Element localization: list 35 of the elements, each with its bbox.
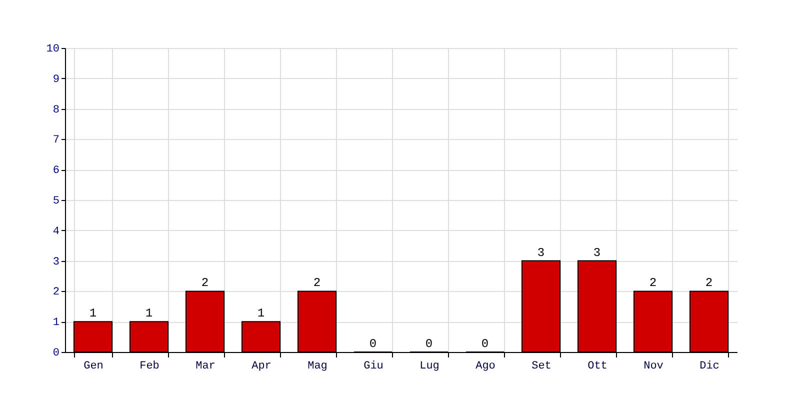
data-label: 2 — [201, 276, 209, 290]
y-tick-label: 8 — [52, 104, 60, 116]
data-label: 0 — [369, 337, 377, 351]
x-tick-label: Gen — [84, 360, 104, 372]
y-tick-label: 6 — [52, 165, 60, 178]
data-label: 1 — [257, 306, 265, 321]
x-tick-label: Mar — [196, 360, 216, 372]
data-label: 2 — [649, 276, 657, 290]
y-tick-label: 9 — [52, 74, 60, 86]
data-label: 1 — [89, 306, 97, 321]
x-tick-label: Giu — [364, 360, 384, 372]
x-tick-label: Set — [532, 360, 552, 372]
data-label: 0 — [425, 337, 433, 351]
data-label: 3 — [537, 246, 545, 260]
x-tick-label: Ago — [476, 360, 496, 372]
y-tick-label: 2 — [52, 286, 60, 299]
data-label: 2 — [705, 276, 713, 290]
x-tick-label: Apr — [252, 360, 272, 372]
y-tick-label: 0 — [52, 348, 60, 360]
x-tick-label: Lug — [420, 360, 440, 372]
y-tick-label: 5 — [52, 196, 60, 208]
x-tick-label: Dic — [700, 360, 720, 372]
x-tick-label: Ott — [588, 360, 608, 372]
data-label: 0 — [481, 337, 489, 351]
y-tick-label: 4 — [52, 226, 60, 238]
data-label: 1 — [145, 306, 153, 321]
y-tick-label: 1 — [52, 317, 60, 330]
x-tick-label: Feb — [140, 360, 160, 372]
x-tick-label: Mag — [308, 360, 328, 372]
x-tick-label: Nov — [644, 360, 664, 372]
data-label: 3 — [593, 246, 601, 260]
y-tick-label: 10 — [46, 44, 60, 56]
y-tick-label: 7 — [52, 134, 60, 147]
y-tick-label: 3 — [52, 256, 60, 268]
data-label: 2 — [313, 276, 321, 290]
